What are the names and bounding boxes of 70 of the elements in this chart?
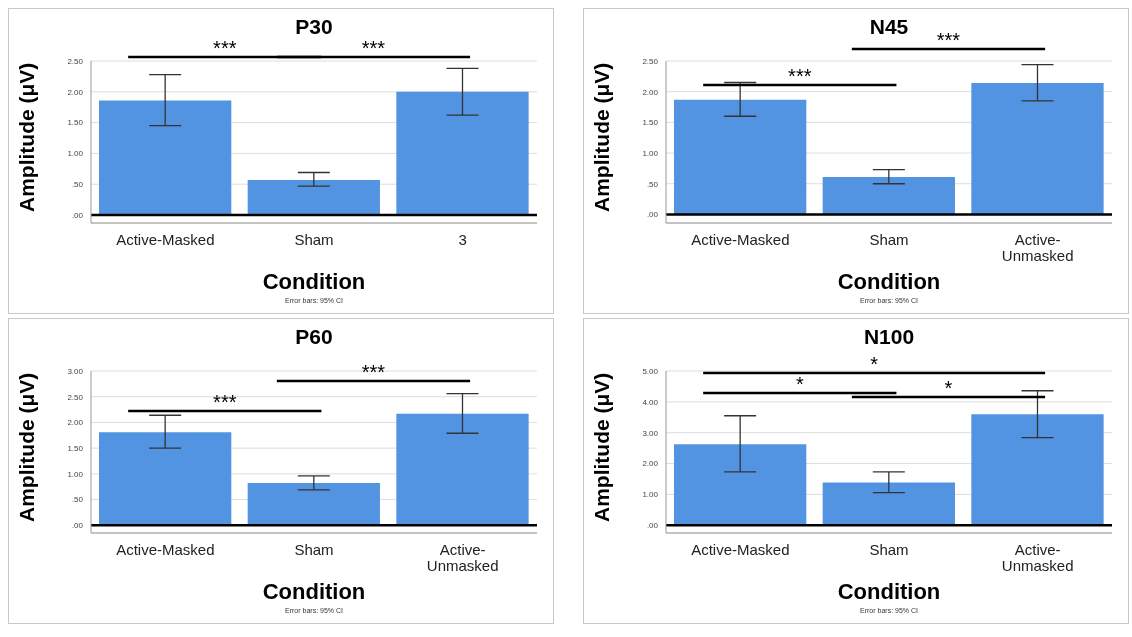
y-tick-label: 2.00 <box>67 87 84 97</box>
annotation: * <box>944 377 953 399</box>
y-tick-label: .00 <box>646 210 659 220</box>
y-tick-label: .50 <box>646 179 659 189</box>
bar <box>396 413 529 526</box>
x-tick-label: Active-Unmasked <box>1001 541 1074 574</box>
x-tick-label: 3 <box>458 231 467 248</box>
x-tick-label: Active-Masked <box>691 231 790 248</box>
bar <box>247 483 380 526</box>
y-tick-label: 2.00 <box>67 418 84 428</box>
bar <box>971 414 1104 526</box>
bar <box>822 176 955 215</box>
y-tick-label: 1.50 <box>642 118 659 128</box>
x-axis-title: Condition <box>261 579 367 605</box>
x-axis-title: Condition <box>836 269 942 295</box>
y-tick-label: 2.50 <box>67 392 84 402</box>
y-tick-label: 1.00 <box>67 469 84 479</box>
chart-title: N100 <box>862 325 916 349</box>
chart-title: P30 <box>295 15 333 38</box>
annotation: * <box>795 373 804 395</box>
significance-bracket: * <box>703 353 1046 375</box>
bar <box>674 444 807 526</box>
y-tick-label: 5.00 <box>642 366 659 376</box>
y-tick-label: 2.00 <box>642 459 659 469</box>
y-tick-label: 1.00 <box>642 148 659 158</box>
x-tick-label: Sham <box>294 541 334 558</box>
x-axis-title: Condition <box>261 269 367 295</box>
y-tick-label: 2.50 <box>642 56 659 66</box>
bar <box>99 100 232 215</box>
annotation: *** <box>213 391 237 413</box>
annotation: * <box>870 353 879 375</box>
x-tick-label: Sham <box>869 231 909 248</box>
y-tick-label: 3.00 <box>642 428 659 438</box>
y-tick-label: .00 <box>71 210 84 220</box>
chart-title: P60 <box>294 325 334 349</box>
x-axis-title: Condition <box>836 579 942 605</box>
annotation: *** <box>361 361 386 383</box>
y-tick-label: 1.00 <box>67 149 84 159</box>
y-tick-label: 2.50 <box>67 56 84 66</box>
annotation: *** <box>788 65 812 87</box>
y-tick-label: 3.00 <box>67 366 84 376</box>
x-tick-label: Active-Unmasked <box>1001 231 1074 264</box>
significance-bracket: *** <box>276 361 471 383</box>
bar <box>99 432 232 526</box>
y-tick-label: 2.00 <box>642 87 659 97</box>
x-tick-label: Active-Masked <box>691 541 790 558</box>
y-tick-label: .50 <box>71 495 84 505</box>
y-axis-title: Amplitude (μV) <box>15 372 39 522</box>
y-axis-title: Amplitude (μV) <box>590 372 614 522</box>
x-tick-label: Active-Masked <box>116 541 215 558</box>
y-axis-title: Amplitude (μV) <box>15 62 39 212</box>
bar <box>971 83 1104 215</box>
y-tick-label: .50 <box>71 180 84 190</box>
x-tick-label: Sham <box>294 231 334 248</box>
significance-bracket: *** <box>128 391 322 413</box>
significance-bracket: *** <box>703 65 897 87</box>
x-tick-label: Active-Unmasked <box>426 541 499 574</box>
bar <box>674 99 807 215</box>
y-tick-label: .00 <box>646 521 659 531</box>
y-tick-label: 1.00 <box>642 490 659 500</box>
y-tick-label: 1.50 <box>67 443 84 453</box>
y-tick-label: .00 <box>71 521 84 531</box>
x-tick-label: Sham <box>869 541 909 558</box>
y-axis-title: Amplitude (μV) <box>590 62 614 212</box>
x-tick-label: Active-Masked <box>116 231 215 248</box>
y-tick-label: 1.50 <box>67 118 84 128</box>
bar <box>396 91 529 215</box>
y-tick-label: 4.00 <box>642 397 659 407</box>
bar <box>247 179 380 215</box>
bar <box>822 482 955 526</box>
